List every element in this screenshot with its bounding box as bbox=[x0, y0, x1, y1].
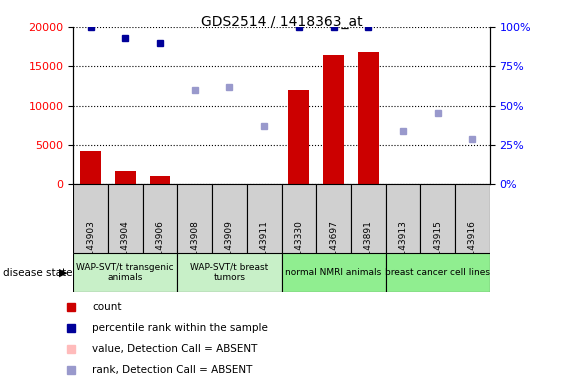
Bar bbox=[282, 253, 386, 292]
Text: GDS2514 / 1418363_at: GDS2514 / 1418363_at bbox=[200, 15, 363, 29]
Text: WAP-SVT/t transgenic
animals: WAP-SVT/t transgenic animals bbox=[77, 263, 174, 282]
Bar bbox=[316, 184, 351, 253]
Text: GSM143697: GSM143697 bbox=[329, 220, 338, 275]
Text: GSM143891: GSM143891 bbox=[364, 220, 373, 275]
Text: GSM143909: GSM143909 bbox=[225, 220, 234, 275]
Text: GSM143908: GSM143908 bbox=[190, 220, 199, 275]
Text: GSM143903: GSM143903 bbox=[86, 220, 95, 275]
Text: count: count bbox=[92, 302, 122, 312]
Bar bbox=[386, 184, 421, 253]
Text: GSM143915: GSM143915 bbox=[434, 220, 442, 275]
Text: percentile rank within the sample: percentile rank within the sample bbox=[92, 323, 268, 333]
Text: normal NMRI animals: normal NMRI animals bbox=[285, 268, 382, 277]
Text: rank, Detection Call = ABSENT: rank, Detection Call = ABSENT bbox=[92, 365, 253, 375]
Bar bbox=[73, 253, 177, 292]
Bar bbox=[247, 184, 282, 253]
Bar bbox=[108, 184, 142, 253]
Bar bbox=[455, 184, 490, 253]
Bar bbox=[73, 184, 108, 253]
Text: GSM143330: GSM143330 bbox=[294, 220, 303, 275]
Bar bbox=[421, 184, 455, 253]
Bar bbox=[177, 184, 212, 253]
Text: GSM143904: GSM143904 bbox=[121, 220, 129, 275]
Bar bbox=[386, 253, 490, 292]
Bar bbox=[142, 184, 177, 253]
Bar bbox=[150, 175, 171, 184]
Text: value, Detection Call = ABSENT: value, Detection Call = ABSENT bbox=[92, 344, 257, 354]
Text: ▶: ▶ bbox=[59, 268, 68, 278]
Bar bbox=[80, 151, 101, 184]
Text: GSM143913: GSM143913 bbox=[399, 220, 408, 275]
Bar bbox=[358, 52, 379, 184]
Text: GSM143916: GSM143916 bbox=[468, 220, 477, 275]
Bar bbox=[288, 90, 309, 184]
Bar bbox=[115, 171, 136, 184]
Text: WAP-SVT/t breast
tumors: WAP-SVT/t breast tumors bbox=[190, 263, 269, 282]
Text: GSM143911: GSM143911 bbox=[260, 220, 269, 275]
Text: disease state: disease state bbox=[3, 268, 72, 278]
Bar bbox=[323, 55, 344, 184]
Bar bbox=[212, 184, 247, 253]
Bar bbox=[282, 184, 316, 253]
Text: GSM143906: GSM143906 bbox=[155, 220, 164, 275]
Bar bbox=[351, 184, 386, 253]
Text: breast cancer cell lines: breast cancer cell lines bbox=[385, 268, 490, 277]
Bar bbox=[177, 253, 282, 292]
